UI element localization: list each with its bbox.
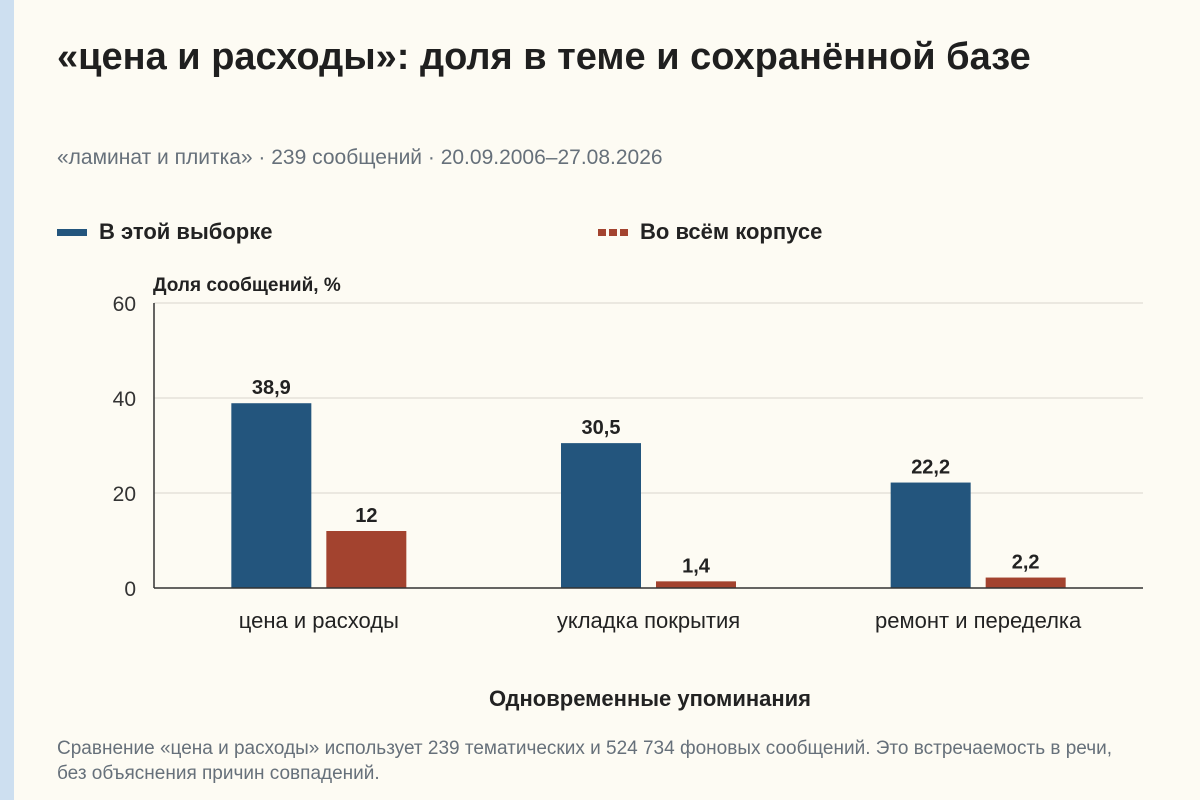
data-label-sample: 30,5: [582, 417, 621, 439]
legend-label-corpus: Во всём корпусе: [640, 219, 823, 244]
legend-label-sample: В этой выборке: [99, 219, 273, 244]
legend-item-sample: В этой выборке: [57, 218, 272, 246]
y-tick-label: 20: [113, 483, 136, 506]
bar-sample: [890, 482, 971, 588]
bars: [231, 403, 1066, 588]
grid-lines: [154, 302, 1143, 494]
left-accent-strip: [0, 0, 14, 800]
bar-sample: [561, 443, 641, 588]
bar-corpus: [656, 581, 736, 588]
y-tick-label: 60: [113, 293, 136, 316]
x-tick-label: цена и расходы: [239, 608, 399, 633]
legend-swatch-sample: [57, 228, 87, 236]
data-label-corpus: 12: [355, 505, 377, 527]
x-axis-title-wrap: Одновременные упоминания: [0, 686, 1200, 712]
data-label-sample: 38,9: [252, 377, 291, 399]
data-label-sample: 22,2: [911, 457, 950, 479]
legend-item-corpus: Во всём корпусе: [598, 218, 822, 246]
footnote: Сравнение «цена и расходы» использует 23…: [57, 738, 1113, 784]
legend-swatch-corpus: [598, 228, 628, 236]
bar-chart: Доля сообщений, % 0 20 40 60 38,9 12 30,5 1,4 2…: [113, 275, 1143, 633]
bar-corpus: [985, 577, 1066, 588]
y-tick-label: 40: [113, 388, 136, 411]
bar-corpus: [326, 531, 407, 588]
y-axis-title: Доля сообщений, %: [153, 275, 341, 296]
data-label-corpus: 2,2: [1012, 552, 1040, 574]
y-tick-label: 0: [124, 578, 136, 601]
x-tick-label: ремонт и переделка: [875, 608, 1082, 633]
x-tick-labels: цена и расходы укладка покрытия ремонт и п…: [239, 608, 1082, 633]
y-tick-labels: 0 20 40 60: [113, 293, 136, 601]
bar-sample: [231, 403, 312, 588]
data-labels: 38,9 12 30,5 1,4 22,2 2,2: [252, 377, 1040, 577]
x-axis-title: Одновременные упоминания: [488, 686, 812, 711]
data-label-corpus: 1,4: [682, 555, 711, 577]
chart-subtitle: «ламинат и плитка» · 239 сообщений · 20.…: [57, 146, 663, 169]
chart-title: «цена и расходы»: доля в теме и сохранён…: [57, 36, 1031, 78]
x-tick-label: укладка покрытия: [557, 608, 740, 633]
